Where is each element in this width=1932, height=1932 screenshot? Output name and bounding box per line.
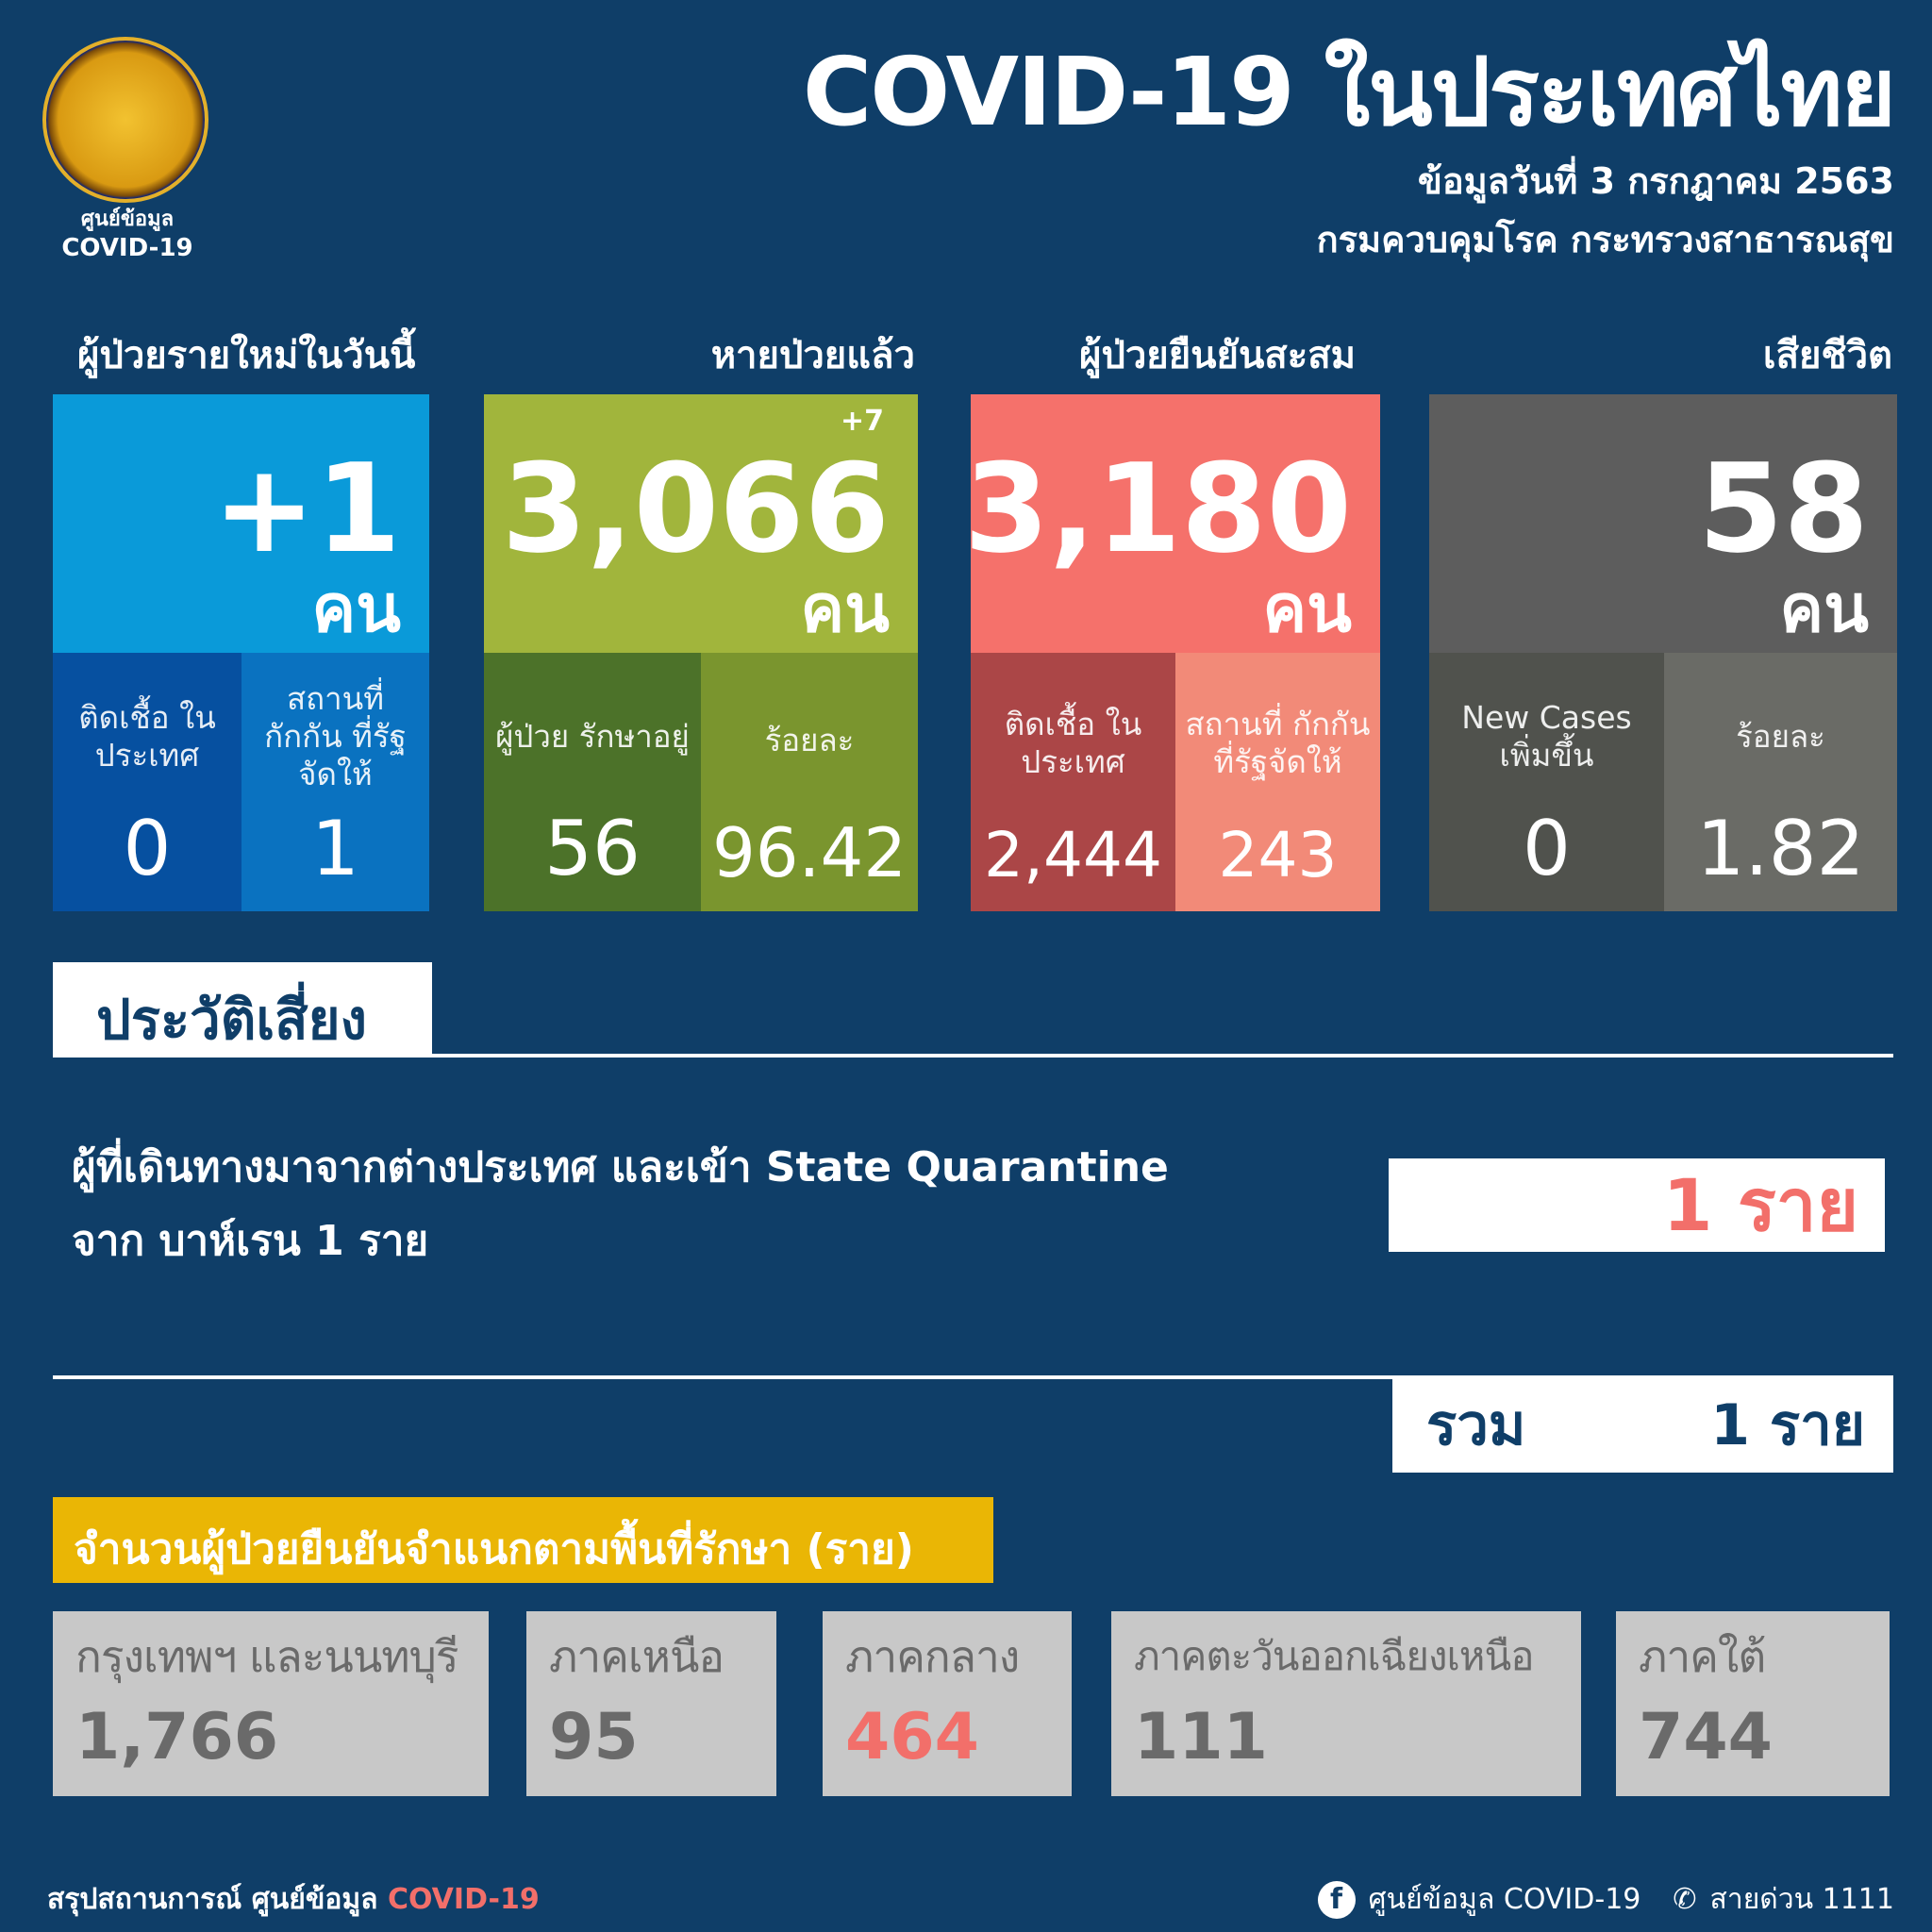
region-name: ภาคใต้ <box>1639 1631 1766 1682</box>
card-new-cases: +1 คน ติดเชื้อ ในประเทศ 0 สถานที่ กักกัน ท… <box>53 394 429 911</box>
card-label-recovered: หายป่วยแล้ว <box>710 334 915 377</box>
card-confirmed: 3,180 คน ติดเชื้อ ในประเทศ 2,444 สถานที่ ก… <box>964 394 1380 911</box>
footer-right: f ศูนย์ข้อมูล COVID-19 ✆ สายด่วน 1111 <box>1317 1877 1894 1922</box>
unit: คน <box>1779 570 1869 647</box>
sub-value: 1.82 <box>1696 805 1865 892</box>
new-cases-value: +1 <box>212 437 401 580</box>
region-box: ภาคเหนือ 95 <box>526 1611 776 1796</box>
total-value: 1 ราย <box>1710 1392 1865 1458</box>
sub-label: ติดเชื้อ ในประเทศ <box>1004 706 1142 780</box>
recovered-delta: +7 <box>840 405 884 438</box>
region-value: 111 <box>1134 1700 1268 1774</box>
region-value: 95 <box>549 1700 639 1774</box>
recovered-value: 3,066 <box>501 437 890 580</box>
risk-count: 1 ราย <box>1389 1158 1885 1252</box>
government-seal-logo <box>42 37 208 203</box>
divider <box>53 1054 1893 1058</box>
region-box: ภาคใต้ 744 <box>1616 1611 1890 1796</box>
sub-value: 56 <box>544 805 641 892</box>
regions-banner: จำนวนผู้ป่วยยืนยันจำแนกตามพื้นที่รักษา (… <box>53 1497 993 1583</box>
logo-caption: ศูนย์ข้อมูล <box>80 208 175 231</box>
sub-value: 0 <box>1523 805 1571 892</box>
sub-label: ร้อยละ <box>764 722 855 758</box>
unit: คน <box>1262 570 1352 647</box>
risk-line-1: ผู้ที่เดินทางมาจากต่างประเทศ และเข้า Sta… <box>72 1143 1169 1191</box>
sub-value: 243 <box>1218 819 1338 891</box>
sub-label: สถานที่ กักกัน ที่รัฐจัดให้ <box>1185 706 1371 780</box>
sub-label: New Cases เพิ่มขึ้น <box>1461 699 1632 774</box>
unit: คน <box>311 570 401 647</box>
hotline: สายด่วน 1111 <box>1709 1883 1894 1916</box>
sub-label: สถานที่ กักกัน ที่รัฐจัดให้ <box>264 680 407 792</box>
card-recovered: +7 3,066 คน ผู้ป่วย รักษาอยู่ 56 ร้อยละ 96.4… <box>484 394 918 911</box>
risk-line-2: จาก บาห์เรน 1 ราย <box>72 1217 429 1265</box>
total-label: รวม <box>1426 1392 1526 1458</box>
divider <box>53 1375 1893 1379</box>
unit: คน <box>800 570 890 647</box>
facebook-icon[interactable]: f <box>1317 1880 1356 1919</box>
sub-value: 0 <box>123 805 172 892</box>
card-label-confirmed: ผู้ป่วยยืนยันสะสม <box>1079 334 1356 377</box>
organization: กรมควบคุมโรค กระทรวงสาธารณสุข <box>1316 219 1894 260</box>
region-box: กรุงเทพฯ และนนทบุรี 1,766 <box>53 1611 489 1796</box>
region-value: 744 <box>1639 1700 1773 1774</box>
footer-left: สรุปสถานการณ์ ศูนย์ข้อมูล COVID-19 <box>47 1877 540 1922</box>
total-box: รวม 1 ราย <box>1392 1377 1893 1473</box>
region-name: กรุงเทพฯ และนนทบุรี <box>75 1631 459 1682</box>
sub-label: ติดเชื้อ ในประเทศ <box>78 699 216 774</box>
card-label-new: ผู้ป่วยรายใหม่ในวันนี้ <box>77 334 416 377</box>
region-value: 1,766 <box>75 1700 279 1774</box>
region-name: ภาคตะวันออกเฉียงเหนือ <box>1134 1633 1534 1679</box>
page-title: COVID-19 ในประเทศไทย <box>802 37 1896 147</box>
sub-value: 96.42 <box>711 813 908 892</box>
deaths-value: 58 <box>1698 437 1869 580</box>
footer-accent: COVID-19 <box>387 1883 540 1916</box>
card-label-deaths: เสียชีวิต <box>1762 334 1892 377</box>
facebook-page[interactable]: ศูนย์ข้อมูล COVID-19 <box>1368 1883 1641 1916</box>
sub-value: 1 <box>311 805 359 892</box>
risk-description: ผู้ที่เดินทางมาจากต่างประเทศ และเข้า Sta… <box>72 1141 1364 1268</box>
phone-icon: ✆ <box>1673 1883 1697 1916</box>
region-box: ภาคกลาง 464 <box>823 1611 1072 1796</box>
risk-history-tab: ประวัติเสี่ยง <box>53 962 432 1056</box>
report-date: ข้อมูลวันที่ 3 กรกฎาคม 2563 <box>1417 160 1894 202</box>
logo-caption-2: COVID-19 <box>61 234 193 262</box>
region-name: ภาคกลาง <box>845 1631 1020 1682</box>
region-box: ภาคตะวันออกเฉียงเหนือ 111 <box>1111 1611 1581 1796</box>
sub-value: 2,444 <box>984 819 1162 891</box>
region-name: ภาคเหนือ <box>549 1631 724 1682</box>
region-value: 464 <box>845 1700 979 1774</box>
footer-text: สรุปสถานการณ์ ศูนย์ข้อมูล <box>47 1883 378 1916</box>
confirmed-value: 3,180 <box>963 437 1352 580</box>
sub-label: ผู้ป่วย รักษาอยู่ <box>495 718 690 755</box>
sub-label: ร้อยละ <box>1736 718 1825 755</box>
card-deaths: 58 คน New Cases เพิ่มขึ้น 0 ร้อยละ 1.82 <box>1429 394 1897 911</box>
